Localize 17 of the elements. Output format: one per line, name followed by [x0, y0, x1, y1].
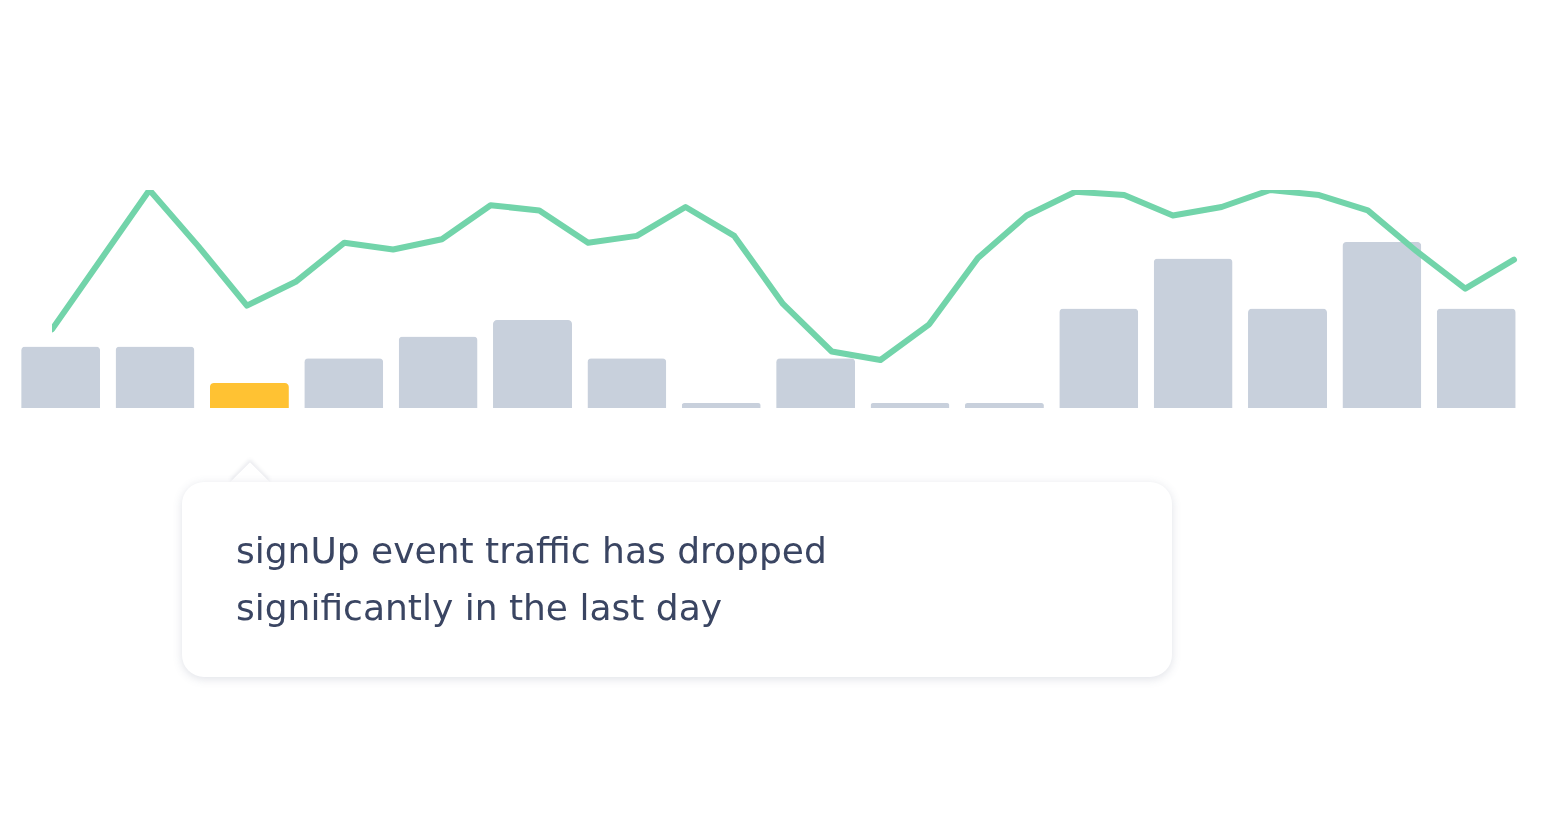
bar: [1153, 258, 1233, 408]
bar: [493, 320, 573, 408]
bar: [1436, 308, 1516, 408]
bar: [964, 403, 1044, 408]
bar: [1248, 308, 1328, 408]
bar: [398, 336, 478, 408]
bar: [870, 403, 950, 408]
bar: [776, 358, 856, 408]
bar: [1059, 308, 1139, 408]
bar: [587, 358, 667, 408]
text: signUp event traffic has dropped significantly in the last day: [236, 529, 828, 630]
bar: [1342, 242, 1422, 408]
bar: [304, 358, 384, 408]
bar: [115, 346, 195, 408]
bar: [209, 383, 289, 408]
bar: [681, 403, 761, 408]
bar: [21, 346, 101, 408]
